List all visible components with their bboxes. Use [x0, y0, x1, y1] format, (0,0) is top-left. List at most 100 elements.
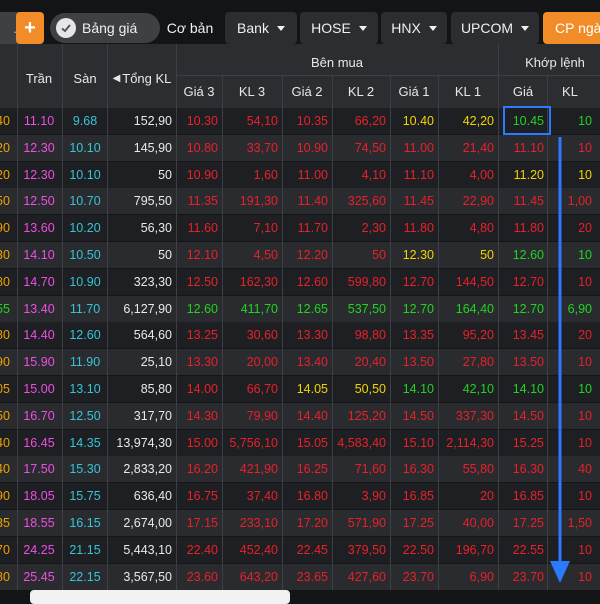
column-divider [176, 536, 177, 564]
column-divider [222, 295, 223, 323]
cell-k1: 27,80 [462, 355, 494, 370]
column-divider [176, 268, 177, 296]
cell-g3: 14.00 [186, 382, 218, 396]
cell-ref: 90 [0, 489, 10, 504]
table-row[interactable]: 80 25.45 22.15 3,567,50 23.60 643,20 23.65 427,… [0, 563, 600, 591]
table-row[interactable]: 40 17.50 15.30 2,833,20 16.20 421,90 16.25 71,6… [0, 456, 600, 484]
col-gia3[interactable]: Giá 3 [183, 83, 215, 99]
column-divider [498, 563, 499, 591]
table-row[interactable]: 80 14.70 10.90 323,30 12.50 162,30 12.60 599,80… [0, 268, 600, 296]
table-row[interactable]: 40 16.45 14.35 13,974,30 15.00 5,756,10 15.05 4… [0, 429, 600, 457]
column-divider [438, 268, 439, 296]
column-divider [107, 215, 108, 242]
cell-k1: 50 [480, 248, 494, 262]
cell-gia: 14.10 [512, 382, 544, 396]
price-board-toggle[interactable]: Bảng giá [50, 13, 160, 43]
column-divider [390, 242, 391, 269]
cell-g2: 17.20 [296, 516, 328, 530]
col-tong-kl[interactable]: ◀ Tổng KL [108, 58, 176, 98]
column-divider [176, 376, 177, 403]
col-gia[interactable]: Giá [512, 83, 534, 99]
column-divider [498, 161, 499, 189]
hnx-dropdown[interactable]: HNX [381, 12, 447, 44]
column-divider [176, 108, 177, 135]
column-divider [17, 322, 18, 350]
column-divider [176, 215, 177, 242]
cell-g3: 12.50 [186, 274, 218, 289]
col-kl1[interactable]: KL 1 [454, 83, 482, 99]
cp-tab[interactable]: CP ngà [543, 12, 600, 44]
column-divider [222, 108, 223, 135]
column-divider [438, 161, 439, 189]
table-row[interactable]: 55 13.40 11.70 6,127,90 12.60 411,70 12.65 537,… [0, 295, 600, 323]
basic-tab[interactable]: Cơ bản [166, 20, 214, 36]
table-row[interactable]: 80 14.40 12.60 564,60 13.25 30,60 13.30 98,80 13… [0, 322, 600, 350]
table-row[interactable]: 50 16.70 12.50 317,70 14.30 79,90 14.40 125,20 1… [0, 402, 600, 430]
cell-san: 15.75 [69, 489, 101, 504]
cell-k3: 7,10 [253, 221, 278, 236]
table-row[interactable]: 20 12.30 10.10 50 10.90 1,60 11.00 4,10 11.10 4,0… [0, 161, 600, 189]
cell-tong: 636,40 [133, 489, 172, 504]
cell-gia: 13.50 [512, 355, 544, 370]
table-row[interactable]: 30 14.10 10.50 50 12.10 4,50 12.20 50 12.30 50 12.… [0, 242, 600, 269]
column-divider [62, 429, 63, 457]
cell-san: 21.15 [69, 542, 101, 557]
cell-g1: 11.00 [403, 140, 434, 155]
col-gia1[interactable]: Giá 1 [398, 83, 430, 99]
cell-g1: 11.10 [403, 167, 434, 182]
column-divider [547, 215, 548, 242]
bank-dropdown[interactable]: Bank [225, 12, 297, 44]
table-row[interactable]: 90 13.60 10.20 56,30 11.60 7,10 11.70 2,30 11.80… [0, 215, 600, 242]
column-divider [390, 402, 391, 430]
table-row[interactable]: 35 18.55 16.15 2,674,00 17.15 233,10 17.20 571,… [0, 510, 600, 537]
cell-tran: 13.60 [23, 221, 55, 236]
cell-tong: 2,833,20 [123, 462, 172, 477]
upcom-dropdown[interactable]: UPCOM [451, 12, 539, 44]
cell-gia: 16.30 [512, 462, 544, 477]
cell-g1: 14.50 [402, 408, 434, 423]
cell-tong: 85,80 [140, 382, 172, 396]
column-divider [222, 402, 223, 430]
add-tab-button[interactable]: + [16, 12, 44, 44]
column-divider [282, 429, 283, 457]
column-divider [332, 510, 333, 537]
cell-tran: 14.40 [23, 328, 55, 343]
table-row[interactable]: 05 15.00 13.10 85,80 14.00 66,70 14.05 50,50 14.… [0, 376, 600, 403]
table-row[interactable]: 40 11.10 9.68 152,90 10.30 54,10 10.35 66,20 10.… [0, 108, 600, 135]
table-row[interactable]: 90 18.05 15.75 636,40 16.75 37,40 16.80 3,90 16.… [0, 483, 600, 510]
cell-ref: 30 [0, 248, 10, 262]
column-divider [17, 215, 18, 242]
cell-k2: 325,60 [347, 194, 386, 209]
column-divider [282, 456, 283, 484]
cell-ref: 05 [0, 382, 10, 396]
column-divider [107, 456, 108, 484]
column-divider [282, 510, 283, 537]
table-row[interactable]: 50 12.50 10.70 795,50 11.35 191,30 11.40 325,60… [0, 188, 600, 216]
cell-g2: 10.90 [296, 140, 328, 155]
col-kl2[interactable]: KL 2 [347, 83, 375, 99]
column-divider [547, 536, 548, 564]
table-row[interactable]: 70 24.25 21.15 5,443,10 22.40 452,40 22.45 379,… [0, 536, 600, 564]
column-divider [390, 295, 391, 323]
cell-k3: 37,40 [246, 489, 278, 504]
col-kl3[interactable]: KL 3 [238, 83, 266, 99]
column-divider [438, 510, 439, 537]
col-san[interactable]: Sàn [73, 70, 97, 86]
hose-dropdown[interactable]: HOSE [300, 12, 378, 44]
column-divider [498, 242, 499, 269]
column-divider [176, 402, 177, 430]
col-gia2[interactable]: Giá 2 [291, 83, 323, 99]
cell-k3: 162,30 [239, 274, 278, 289]
cell-g2: 11.40 [297, 194, 328, 209]
column-divider [438, 402, 439, 430]
column-divider [107, 295, 108, 323]
table-row[interactable]: 20 12.30 10.10 145,90 10.80 33,70 10.90 74,50 11… [0, 134, 600, 162]
column-divider [222, 483, 223, 510]
col-tran[interactable]: Trần [25, 70, 53, 86]
column-divider [222, 563, 223, 591]
column-divider [332, 402, 333, 430]
cell-k3: 411,70 [240, 301, 278, 316]
table-row[interactable]: 90 15.90 11.90 25,10 13.30 20,00 13.40 20,40 13.… [0, 349, 600, 376]
column-divider [438, 456, 439, 484]
col-kl[interactable]: KL [562, 83, 578, 99]
